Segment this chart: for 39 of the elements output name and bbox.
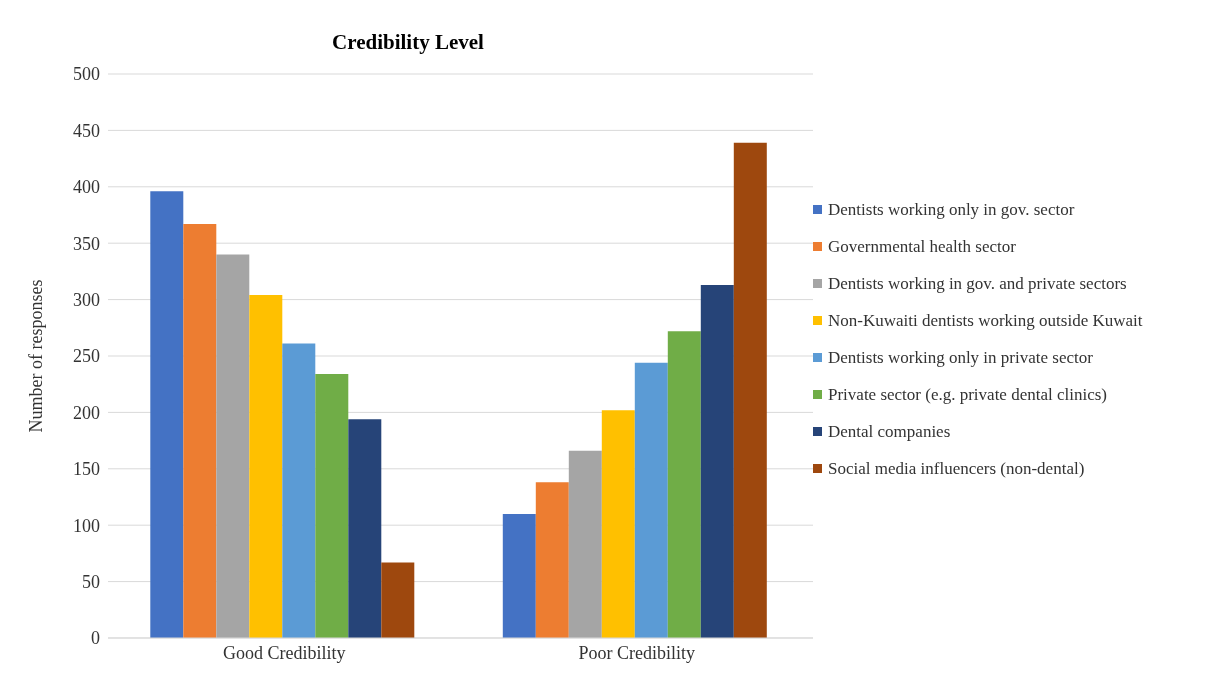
legend-label: Dentists working in gov. and private sectors (828, 274, 1127, 294)
y-axis-title: Number of responses (26, 279, 47, 433)
y-tick-label: 400 (73, 177, 100, 198)
x-tick-label: Poor Credibility (578, 642, 695, 663)
bar (733, 142, 767, 638)
bar (348, 419, 382, 638)
legend-label: Social media influencers (non-dental) (828, 459, 1085, 479)
legend-label: Private sector (e.g. private dental clinics) (828, 385, 1107, 405)
bar (568, 450, 602, 638)
bar (601, 410, 635, 638)
y-tick-label: 150 (73, 459, 100, 480)
y-tick-label: 50 (82, 571, 100, 592)
bar (634, 362, 668, 638)
legend-label: Non-Kuwaiti dentists working outside Kuwait (828, 311, 1143, 331)
y-tick-label: 500 (73, 64, 100, 85)
legend-label: Dentists working only in gov. sector (828, 200, 1075, 220)
bar (216, 254, 250, 638)
bar (249, 295, 283, 638)
y-tick-label: 200 (73, 402, 100, 423)
y-tick-label: 300 (73, 289, 100, 310)
y-tick-label: 450 (73, 120, 100, 141)
bar (315, 374, 349, 638)
bar (502, 513, 536, 638)
x-tick-label: Good Credibility (223, 642, 346, 663)
bar (667, 331, 701, 638)
y-tick-label: 250 (73, 346, 100, 367)
bar (700, 284, 734, 638)
bar (282, 343, 316, 638)
legend-label: Governmental health sector (828, 237, 1016, 257)
chart-title: Credibility Level (331, 30, 485, 55)
bar (535, 482, 569, 638)
bar (150, 191, 184, 638)
y-tick-label: 100 (73, 515, 100, 536)
bar (381, 562, 415, 638)
y-tick-label: 350 (73, 233, 100, 254)
legend-label: Dentists working only in private sector (828, 348, 1093, 368)
legend-label: Dental companies (828, 422, 951, 442)
bar (183, 224, 217, 638)
y-tick-label: 0 (91, 628, 100, 649)
